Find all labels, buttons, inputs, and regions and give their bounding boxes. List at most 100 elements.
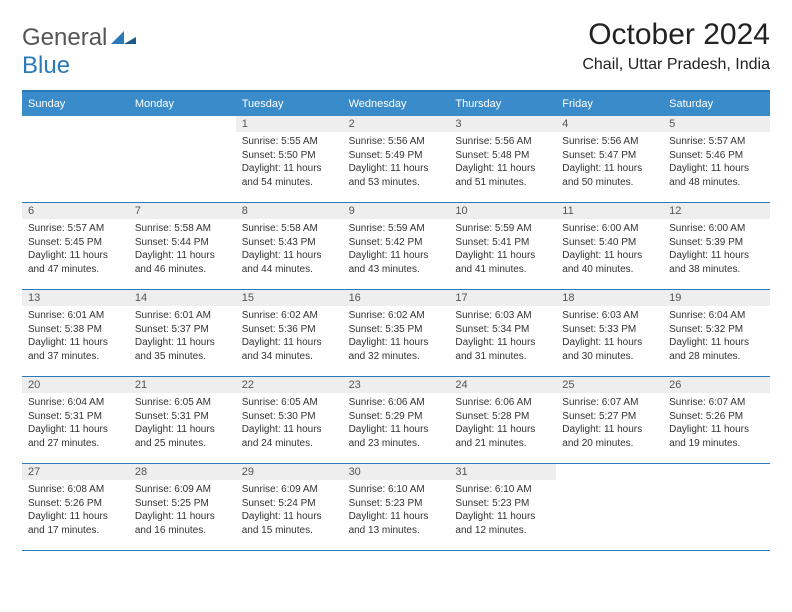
sunset-line: Sunset: 5:45 PM (28, 236, 123, 250)
daylight-line: Daylight: 11 hours and 25 minutes. (135, 423, 230, 450)
weekday-tuesday: Tuesday (236, 92, 343, 116)
day-content: Sunrise: 6:06 AMSunset: 5:28 PMDaylight:… (449, 393, 556, 454)
day-cell: 22Sunrise: 6:05 AMSunset: 5:30 PMDayligh… (236, 377, 343, 463)
sunrise-line: Sunrise: 5:58 AM (242, 222, 337, 236)
day-content: Sunrise: 6:08 AMSunset: 5:26 PMDaylight:… (22, 480, 129, 541)
day-number: 15 (236, 290, 343, 306)
daylight-line: Daylight: 11 hours and 32 minutes. (349, 336, 444, 363)
day-cell: 11Sunrise: 6:00 AMSunset: 5:40 PMDayligh… (556, 203, 663, 289)
daylight-line: Daylight: 11 hours and 37 minutes. (28, 336, 123, 363)
sunset-line: Sunset: 5:31 PM (135, 410, 230, 424)
day-content: Sunrise: 5:59 AMSunset: 5:42 PMDaylight:… (343, 219, 450, 280)
sunset-line: Sunset: 5:46 PM (669, 149, 764, 163)
week-row: 1Sunrise: 5:55 AMSunset: 5:50 PMDaylight… (22, 116, 770, 203)
sunrise-line: Sunrise: 6:10 AM (455, 483, 550, 497)
day-cell: 7Sunrise: 5:58 AMSunset: 5:44 PMDaylight… (129, 203, 236, 289)
day-number: 10 (449, 203, 556, 219)
day-content: Sunrise: 6:05 AMSunset: 5:30 PMDaylight:… (236, 393, 343, 454)
day-cell: 28Sunrise: 6:09 AMSunset: 5:25 PMDayligh… (129, 464, 236, 550)
daylight-line: Daylight: 11 hours and 20 minutes. (562, 423, 657, 450)
day-content: Sunrise: 6:09 AMSunset: 5:24 PMDaylight:… (236, 480, 343, 541)
sunrise-line: Sunrise: 5:56 AM (562, 135, 657, 149)
sunset-line: Sunset: 5:33 PM (562, 323, 657, 337)
day-number: 17 (449, 290, 556, 306)
day-number: 4 (556, 116, 663, 132)
day-number: 8 (236, 203, 343, 219)
day-cell: 8Sunrise: 5:58 AMSunset: 5:43 PMDaylight… (236, 203, 343, 289)
daylight-line: Daylight: 11 hours and 48 minutes. (669, 162, 764, 189)
sunset-line: Sunset: 5:40 PM (562, 236, 657, 250)
sunrise-line: Sunrise: 5:57 AM (669, 135, 764, 149)
weekday-friday: Friday (556, 92, 663, 116)
day-content: Sunrise: 5:55 AMSunset: 5:50 PMDaylight:… (236, 132, 343, 193)
sunrise-line: Sunrise: 5:59 AM (455, 222, 550, 236)
day-number: 7 (129, 203, 236, 219)
day-number: 12 (663, 203, 770, 219)
day-content: Sunrise: 5:56 AMSunset: 5:49 PMDaylight:… (343, 132, 450, 193)
sunset-line: Sunset: 5:29 PM (349, 410, 444, 424)
sunrise-line: Sunrise: 6:06 AM (349, 396, 444, 410)
logo-text-general: General (22, 24, 107, 51)
sunset-line: Sunset: 5:48 PM (455, 149, 550, 163)
day-cell: 9Sunrise: 5:59 AMSunset: 5:42 PMDaylight… (343, 203, 450, 289)
day-cell: 2Sunrise: 5:56 AMSunset: 5:49 PMDaylight… (343, 116, 450, 202)
daylight-line: Daylight: 11 hours and 12 minutes. (455, 510, 550, 537)
day-cell: 16Sunrise: 6:02 AMSunset: 5:35 PMDayligh… (343, 290, 450, 376)
day-number: 5 (663, 116, 770, 132)
day-number: 31 (449, 464, 556, 480)
sunset-line: Sunset: 5:38 PM (28, 323, 123, 337)
day-content: Sunrise: 6:00 AMSunset: 5:40 PMDaylight:… (556, 219, 663, 280)
daylight-line: Daylight: 11 hours and 51 minutes. (455, 162, 550, 189)
day-cell: 26Sunrise: 6:07 AMSunset: 5:26 PMDayligh… (663, 377, 770, 463)
day-number: 2 (343, 116, 450, 132)
weekday-sunday: Sunday (22, 92, 129, 116)
day-number: 11 (556, 203, 663, 219)
daylight-line: Daylight: 11 hours and 46 minutes. (135, 249, 230, 276)
sunset-line: Sunset: 5:39 PM (669, 236, 764, 250)
day-content: Sunrise: 6:00 AMSunset: 5:39 PMDaylight:… (663, 219, 770, 280)
day-cell: 14Sunrise: 6:01 AMSunset: 5:37 PMDayligh… (129, 290, 236, 376)
sunset-line: Sunset: 5:26 PM (669, 410, 764, 424)
day-content: Sunrise: 6:09 AMSunset: 5:25 PMDaylight:… (129, 480, 236, 541)
sunrise-line: Sunrise: 6:05 AM (135, 396, 230, 410)
weekday-wednesday: Wednesday (343, 92, 450, 116)
day-number: 13 (22, 290, 129, 306)
daylight-line: Daylight: 11 hours and 21 minutes. (455, 423, 550, 450)
sunset-line: Sunset: 5:49 PM (349, 149, 444, 163)
day-number: 14 (129, 290, 236, 306)
day-content: Sunrise: 5:58 AMSunset: 5:43 PMDaylight:… (236, 219, 343, 280)
logo-text-blue: Blue (22, 52, 70, 79)
day-number: 29 (236, 464, 343, 480)
day-cell: 15Sunrise: 6:02 AMSunset: 5:36 PMDayligh… (236, 290, 343, 376)
day-number: 25 (556, 377, 663, 393)
sunset-line: Sunset: 5:31 PM (28, 410, 123, 424)
page-header: GeneralBlue October 2024 Chail, Uttar Pr… (22, 18, 770, 80)
sunrise-line: Sunrise: 6:04 AM (28, 396, 123, 410)
sunset-line: Sunset: 5:28 PM (455, 410, 550, 424)
weekday-header-row: SundayMondayTuesdayWednesdayThursdayFrid… (22, 92, 770, 116)
day-cell: 23Sunrise: 6:06 AMSunset: 5:29 PMDayligh… (343, 377, 450, 463)
day-content: Sunrise: 6:03 AMSunset: 5:34 PMDaylight:… (449, 306, 556, 367)
sunrise-line: Sunrise: 5:56 AM (455, 135, 550, 149)
sunrise-line: Sunrise: 6:00 AM (562, 222, 657, 236)
sunrise-line: Sunrise: 6:02 AM (349, 309, 444, 323)
day-cell: 17Sunrise: 6:03 AMSunset: 5:34 PMDayligh… (449, 290, 556, 376)
week-row: 13Sunrise: 6:01 AMSunset: 5:38 PMDayligh… (22, 290, 770, 377)
sunset-line: Sunset: 5:43 PM (242, 236, 337, 250)
sunset-line: Sunset: 5:34 PM (455, 323, 550, 337)
sunset-line: Sunset: 5:35 PM (349, 323, 444, 337)
weekday-thursday: Thursday (449, 92, 556, 116)
sunset-line: Sunset: 5:26 PM (28, 497, 123, 511)
daylight-line: Daylight: 11 hours and 31 minutes. (455, 336, 550, 363)
day-content: Sunrise: 5:56 AMSunset: 5:48 PMDaylight:… (449, 132, 556, 193)
sunrise-line: Sunrise: 6:01 AM (135, 309, 230, 323)
sunrise-line: Sunrise: 6:03 AM (455, 309, 550, 323)
day-content: Sunrise: 5:56 AMSunset: 5:47 PMDaylight:… (556, 132, 663, 193)
day-cell (556, 464, 663, 550)
day-number: 24 (449, 377, 556, 393)
day-content: Sunrise: 6:10 AMSunset: 5:23 PMDaylight:… (449, 480, 556, 541)
daylight-line: Daylight: 11 hours and 40 minutes. (562, 249, 657, 276)
daylight-line: Daylight: 11 hours and 47 minutes. (28, 249, 123, 276)
sunset-line: Sunset: 5:36 PM (242, 323, 337, 337)
daylight-line: Daylight: 11 hours and 23 minutes. (349, 423, 444, 450)
